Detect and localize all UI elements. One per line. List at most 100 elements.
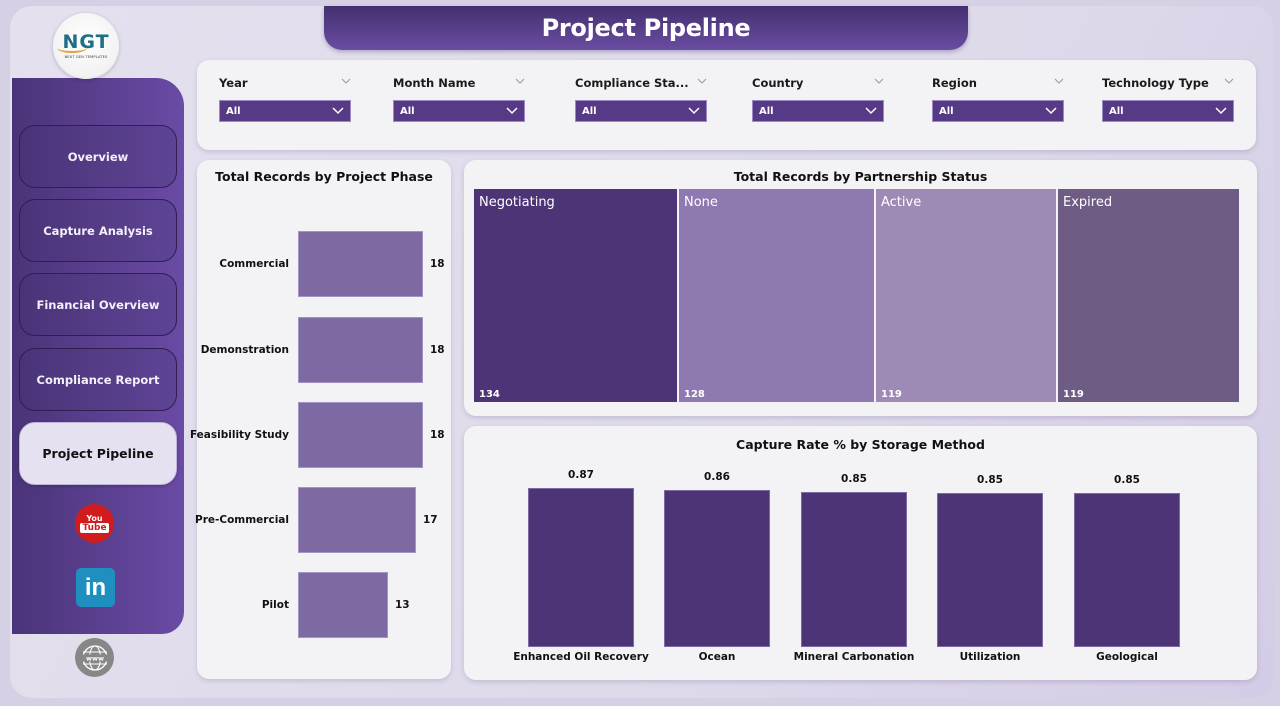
bar[interactable] xyxy=(298,317,423,383)
svg-text:www: www xyxy=(85,654,103,662)
treemap-tile[interactable]: Active 119 xyxy=(876,189,1056,402)
bar-category: Feasibility Study xyxy=(189,429,289,441)
bar-category: Demonstration xyxy=(200,344,289,356)
tile-value: 119 xyxy=(881,389,902,400)
treemap-tile[interactable]: Expired 119 xyxy=(1058,189,1239,402)
treemap-tile[interactable]: Negotiating 134 xyxy=(474,189,677,402)
bar-row: Pre-Commercial 17 xyxy=(195,487,451,553)
region-dropdown[interactable]: All xyxy=(932,100,1064,122)
page-title: Project Pipeline xyxy=(324,6,968,50)
filter-panel: Year All Month Name All Compliance Sta..… xyxy=(197,60,1256,150)
youtube-icon-text: You xyxy=(86,514,103,523)
bar[interactable] xyxy=(298,572,388,638)
dropdown-value: All xyxy=(582,105,597,117)
sidebar-item-label: Project Pipeline xyxy=(42,446,154,461)
month-name-dropdown[interactable]: All xyxy=(393,100,525,122)
globe-icon: www xyxy=(81,644,108,671)
sidebar-item-overview[interactable]: Overview xyxy=(19,125,177,188)
bar-row: Demonstration 18 xyxy=(197,317,451,383)
bar[interactable] xyxy=(528,488,634,647)
bar-value: 18 xyxy=(430,344,445,356)
dropdown-value: All xyxy=(400,105,415,117)
bar[interactable] xyxy=(664,490,770,647)
bar-value: 0.87 xyxy=(568,469,594,481)
youtube-icon[interactable]: You Tube xyxy=(75,504,114,543)
bar[interactable] xyxy=(937,493,1043,647)
bar-value: 18 xyxy=(430,429,445,441)
filter-region: Region All xyxy=(932,76,1064,122)
filter-label: Compliance Sta... xyxy=(575,76,689,90)
dropdown-value: All xyxy=(1109,105,1124,117)
sidebar-item-project-pipeline[interactable]: Project Pipeline xyxy=(19,422,177,485)
filter-compliance-status: Compliance Sta... All xyxy=(575,76,707,122)
filter-label: Technology Type xyxy=(1102,76,1209,90)
dropdown-value: All xyxy=(939,105,954,117)
sidebar-item-label: Compliance Report xyxy=(36,372,160,387)
bar[interactable] xyxy=(801,492,907,647)
year-dropdown[interactable]: All xyxy=(219,100,351,122)
tile-value: 119 xyxy=(1063,389,1084,400)
bar-category: Ocean xyxy=(698,651,736,663)
linkedin-icon-text: in xyxy=(84,573,107,601)
bar-category: Pilot xyxy=(261,599,289,611)
column: 0.85 Utilization xyxy=(937,426,1043,680)
chevron-down-icon xyxy=(506,107,518,115)
country-dropdown[interactable]: All xyxy=(752,100,884,122)
bar[interactable] xyxy=(1074,493,1180,647)
filter-label: Month Name xyxy=(393,76,476,90)
filter-month-name: Month Name All xyxy=(393,76,525,122)
bar-value: 0.85 xyxy=(841,473,867,485)
column: 0.86 Ocean xyxy=(664,426,770,680)
chevron-down-icon xyxy=(865,107,877,115)
chevron-down-icon xyxy=(1045,107,1057,115)
chevron-down-icon xyxy=(688,107,700,115)
bar-category: Pre-Commercial xyxy=(195,514,289,526)
bar-value: 17 xyxy=(423,514,438,526)
chevron-down-icon xyxy=(332,107,344,115)
storage-method-chart: Capture Rate % by Storage Method 0.87 En… xyxy=(464,426,1257,680)
chevron-down-icon[interactable] xyxy=(1224,76,1234,86)
chevron-down-icon[interactable] xyxy=(341,76,351,86)
chart-title: Total Records by Project Phase xyxy=(215,169,433,184)
bar-category: Commercial xyxy=(219,258,289,270)
tile-label: Negotiating xyxy=(479,195,555,210)
bar[interactable] xyxy=(298,402,423,468)
bar-value: 18 xyxy=(430,258,445,270)
dropdown-value: All xyxy=(759,105,774,117)
chart-title: Capture Rate % by Storage Method xyxy=(736,437,985,452)
tile-label: Expired xyxy=(1063,195,1113,210)
filter-country: Country All xyxy=(752,76,884,122)
sidebar-item-financial-overview[interactable]: Financial Overview xyxy=(19,273,177,336)
bar[interactable] xyxy=(298,231,423,297)
bar-category: Enhanced Oil Recovery xyxy=(513,651,649,663)
chevron-down-icon[interactable] xyxy=(515,76,525,86)
treemap-tile[interactable]: None 128 xyxy=(679,189,874,402)
linkedin-icon[interactable]: in xyxy=(76,568,115,607)
chevron-down-icon[interactable] xyxy=(1054,76,1064,86)
column: 0.85 Geological xyxy=(1074,426,1180,680)
bar-category: Mineral Carbonation xyxy=(793,651,915,663)
chevron-down-icon xyxy=(1215,107,1227,115)
chevron-down-icon[interactable] xyxy=(874,76,884,86)
filter-label: Region xyxy=(932,76,977,90)
ngt-logo: NGT NEXT GEN TEMPLATES xyxy=(53,13,119,79)
column: 0.87 Enhanced Oil Recovery xyxy=(513,426,649,680)
chart-title: Total Records by Partnership Status xyxy=(733,169,988,184)
dropdown-value: All xyxy=(226,105,241,117)
filter-label: Country xyxy=(752,76,804,90)
youtube-icon-text: Tube xyxy=(80,523,109,533)
globe-www-icon[interactable]: www xyxy=(75,638,114,677)
filter-label: Year xyxy=(219,76,248,90)
bar-value: 0.86 xyxy=(704,471,730,483)
technology-type-dropdown[interactable]: All xyxy=(1102,100,1234,122)
filter-technology-type: Technology Type All xyxy=(1102,76,1234,122)
bar[interactable] xyxy=(298,487,416,553)
sidebar-item-label: Overview xyxy=(67,149,129,164)
sidebar-item-compliance-report[interactable]: Compliance Report xyxy=(19,348,177,411)
bar-row: Commercial 18 xyxy=(197,231,451,297)
logo-swoosh-icon xyxy=(57,43,88,53)
chevron-down-icon[interactable] xyxy=(697,76,707,86)
sidebar-item-capture-analysis[interactable]: Capture Analysis xyxy=(19,199,177,262)
compliance-status-dropdown[interactable]: All xyxy=(575,100,707,122)
sidebar-item-label: Capture Analysis xyxy=(43,223,153,238)
